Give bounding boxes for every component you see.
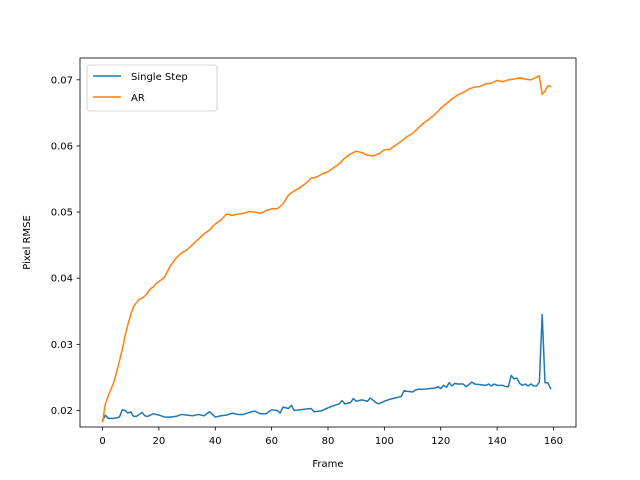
x-tick-label: 80 bbox=[322, 436, 335, 447]
x-tick-label: 60 bbox=[265, 436, 278, 447]
y-axis: 0.02 0.03 0.04 0.05 0.06 0.07 bbox=[51, 75, 80, 417]
y-tick-label: 0.05 bbox=[51, 208, 73, 219]
x-tick-label: 160 bbox=[544, 436, 563, 447]
y-tick-label: 0.04 bbox=[51, 274, 73, 285]
series-line-ar bbox=[101, 75, 552, 423]
x-tick-label: 40 bbox=[209, 436, 222, 447]
legend: Single Step AR bbox=[86, 64, 218, 112]
y-tick-label: 0.07 bbox=[51, 75, 73, 86]
y-axis-label: Pixel RMSE bbox=[22, 215, 33, 270]
legend-label-ar: AR bbox=[131, 93, 145, 104]
legend-label-single-step: Single Step bbox=[131, 72, 188, 83]
x-tick-label: 140 bbox=[488, 436, 507, 447]
x-tick-label: 20 bbox=[153, 436, 166, 447]
series-layer bbox=[101, 75, 552, 423]
y-tick-label: 0.02 bbox=[51, 406, 73, 417]
x-axis: 0 20 40 60 80 100 120 140 160 bbox=[99, 427, 563, 447]
x-tick-label: 0 bbox=[99, 436, 105, 447]
y-tick-label: 0.06 bbox=[51, 141, 73, 152]
x-tick-label: 100 bbox=[375, 436, 394, 447]
y-tick-label: 0.03 bbox=[51, 340, 73, 351]
series-line-single-step bbox=[101, 313, 552, 422]
x-axis-label: Frame bbox=[312, 459, 343, 470]
x-tick-label: 120 bbox=[431, 436, 450, 447]
